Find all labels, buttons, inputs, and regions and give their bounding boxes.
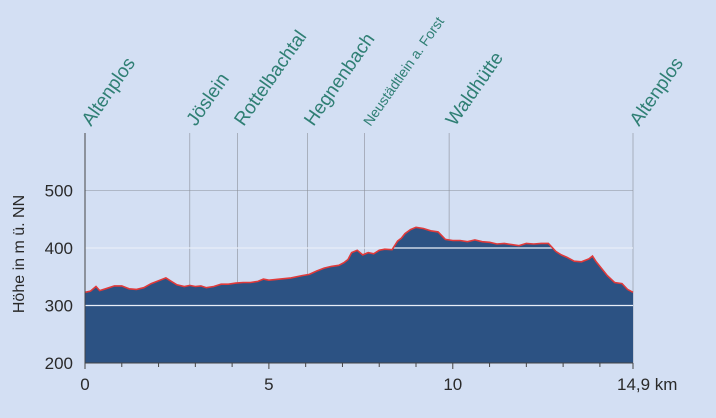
waypoint-label-1: Jöslein — [183, 69, 234, 130]
waypoint-labels: Altenplos JösleinRottelbachtalHegnenbachN… — [78, 14, 688, 130]
x-tick-label-2: 10 — [443, 375, 462, 394]
y-tick-label-400: 400 — [45, 239, 73, 258]
x-tick-label-0: 0 — [80, 375, 89, 394]
reference-lines — [85, 247, 633, 307]
elevation-area — [85, 227, 633, 363]
waypoint-label-2: Rottelbachtal — [230, 27, 311, 130]
y-tick-label-200: 200 — [45, 354, 73, 373]
waypoint-label-6: Altenplos — [626, 54, 688, 130]
waypoint-label-0: Altenplos — [78, 54, 140, 130]
y-axis-label: Höhe in m ü. NN — [11, 195, 28, 313]
waypoint-label-5: Waldhütte — [442, 48, 508, 130]
axes — [84, 133, 634, 369]
y-tick-label-500: 500 — [45, 182, 73, 201]
x-tick-labels: 0 5 10 14,9 km — [80, 375, 677, 394]
x-tick-label-3: 14,9 km — [617, 375, 677, 394]
y-tick-labels: 200 300 400 500 — [45, 182, 73, 374]
waypoint-label-4: Neustädtlein a. Forst — [360, 14, 447, 129]
x-tick-label-1: 5 — [264, 375, 273, 394]
elevation-outline — [84, 226, 634, 294]
y-tick-label-300: 300 — [45, 297, 73, 316]
